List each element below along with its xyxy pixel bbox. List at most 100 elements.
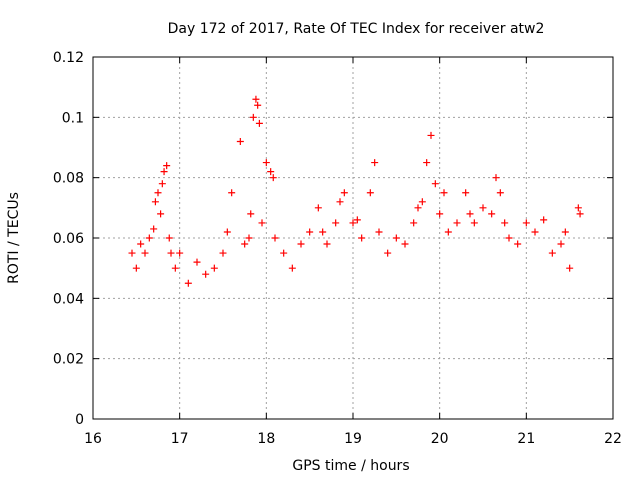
data-point-marker <box>210 264 218 272</box>
data-point-marker <box>241 240 249 248</box>
data-point-marker <box>314 204 322 212</box>
data-point-marker <box>245 234 253 242</box>
grid-lines <box>93 57 613 419</box>
data-point-marker <box>269 174 277 182</box>
data-point-marker <box>128 249 136 257</box>
x-tick-label: 18 <box>257 431 275 447</box>
data-point-marker <box>262 159 270 167</box>
data-point-marker <box>202 270 210 278</box>
data-point-marker <box>160 168 168 176</box>
y-tick-label: 0.1 <box>62 110 84 126</box>
data-point-marker <box>531 228 539 236</box>
data-point-marker <box>392 234 400 242</box>
data-point-marker <box>431 180 439 188</box>
data-point-marker <box>151 198 159 206</box>
data-point-marker <box>414 204 422 212</box>
data-point-marker <box>366 189 374 197</box>
data-point-marker <box>154 189 162 197</box>
data-point-marker <box>514 240 522 248</box>
data-point-marker <box>319 228 327 236</box>
data-point-marker <box>254 101 262 109</box>
x-tick-label: 22 <box>604 431 622 447</box>
data-point-marker <box>271 234 279 242</box>
data-point-marker <box>401 240 409 248</box>
data-points <box>128 95 584 287</box>
y-tick-label: 0.04 <box>53 291 84 307</box>
data-point-marker <box>249 113 257 121</box>
y-tick-label: 0.06 <box>53 231 84 247</box>
data-point-marker <box>137 240 145 248</box>
data-point-marker <box>444 228 452 236</box>
data-point-marker <box>336 198 344 206</box>
data-point-marker <box>462 189 470 197</box>
data-point-marker <box>576 210 584 218</box>
data-point-marker <box>255 119 263 127</box>
data-point-marker <box>522 219 530 227</box>
data-point-marker <box>574 204 582 212</box>
y-tick-label: 0.02 <box>53 352 84 368</box>
data-point-marker <box>418 198 426 206</box>
data-point-marker <box>371 159 379 167</box>
x-tick-label: 16 <box>84 431 102 447</box>
x-axis-label: GPS time / hours <box>292 458 409 474</box>
y-tick-label: 0 <box>75 412 84 428</box>
data-point-marker <box>488 210 496 218</box>
data-point-marker <box>157 210 165 218</box>
data-point-marker <box>252 95 260 103</box>
data-point-marker <box>193 258 201 266</box>
data-point-marker <box>332 219 340 227</box>
data-point-marker <box>167 249 175 257</box>
data-point-marker <box>358 234 366 242</box>
data-point-marker <box>247 210 255 218</box>
data-point-marker <box>561 228 569 236</box>
y-tick-label: 0.12 <box>53 50 84 66</box>
data-point-marker <box>453 219 461 227</box>
data-point-marker <box>145 234 153 242</box>
data-point-marker <box>375 228 383 236</box>
data-point-marker <box>219 249 227 257</box>
data-point-marker <box>470 219 478 227</box>
data-point-marker <box>223 228 231 236</box>
data-point-marker <box>132 264 140 272</box>
data-point-marker <box>163 162 171 170</box>
x-tick-label: 21 <box>517 431 535 447</box>
data-point-marker <box>158 180 166 188</box>
y-axis-label: ROTI / TECUs <box>6 192 22 284</box>
data-point-marker <box>150 225 158 233</box>
data-point-marker <box>566 264 574 272</box>
data-point-marker <box>505 234 513 242</box>
x-tick-label: 20 <box>431 431 449 447</box>
data-point-marker <box>165 234 173 242</box>
data-point-marker <box>501 219 509 227</box>
data-point-marker <box>323 240 331 248</box>
x-tick-label: 19 <box>344 431 362 447</box>
data-point-marker <box>540 216 548 224</box>
data-point-marker <box>280 249 288 257</box>
tick-labels: 16 17 18 19 20 21 22 0 0.02 0.04 0.06 0.08 0.1 0.12 <box>53 50 622 447</box>
data-point-marker <box>436 210 444 218</box>
data-point-marker <box>440 189 448 197</box>
data-point-marker <box>492 174 500 182</box>
data-point-marker <box>288 264 296 272</box>
data-point-marker <box>171 264 179 272</box>
data-point-marker <box>141 249 149 257</box>
plot-frame <box>92 56 614 420</box>
data-point-marker <box>349 219 357 227</box>
data-point-marker <box>496 189 504 197</box>
x-tick-label: 17 <box>171 431 189 447</box>
data-point-marker <box>340 189 348 197</box>
data-point-marker <box>236 137 244 145</box>
data-point-marker <box>384 249 392 257</box>
data-point-marker <box>297 240 305 248</box>
data-point-marker <box>267 168 275 176</box>
data-point-marker <box>353 216 361 224</box>
data-point-marker <box>306 228 314 236</box>
data-point-marker <box>176 249 184 257</box>
data-point-marker <box>427 131 435 139</box>
data-point-marker <box>258 219 266 227</box>
chart-title: Day 172 of 2017, Rate Of TEC Index for r… <box>168 21 545 37</box>
data-point-marker <box>423 159 431 167</box>
data-point-marker <box>410 219 418 227</box>
data-point-marker <box>557 240 565 248</box>
